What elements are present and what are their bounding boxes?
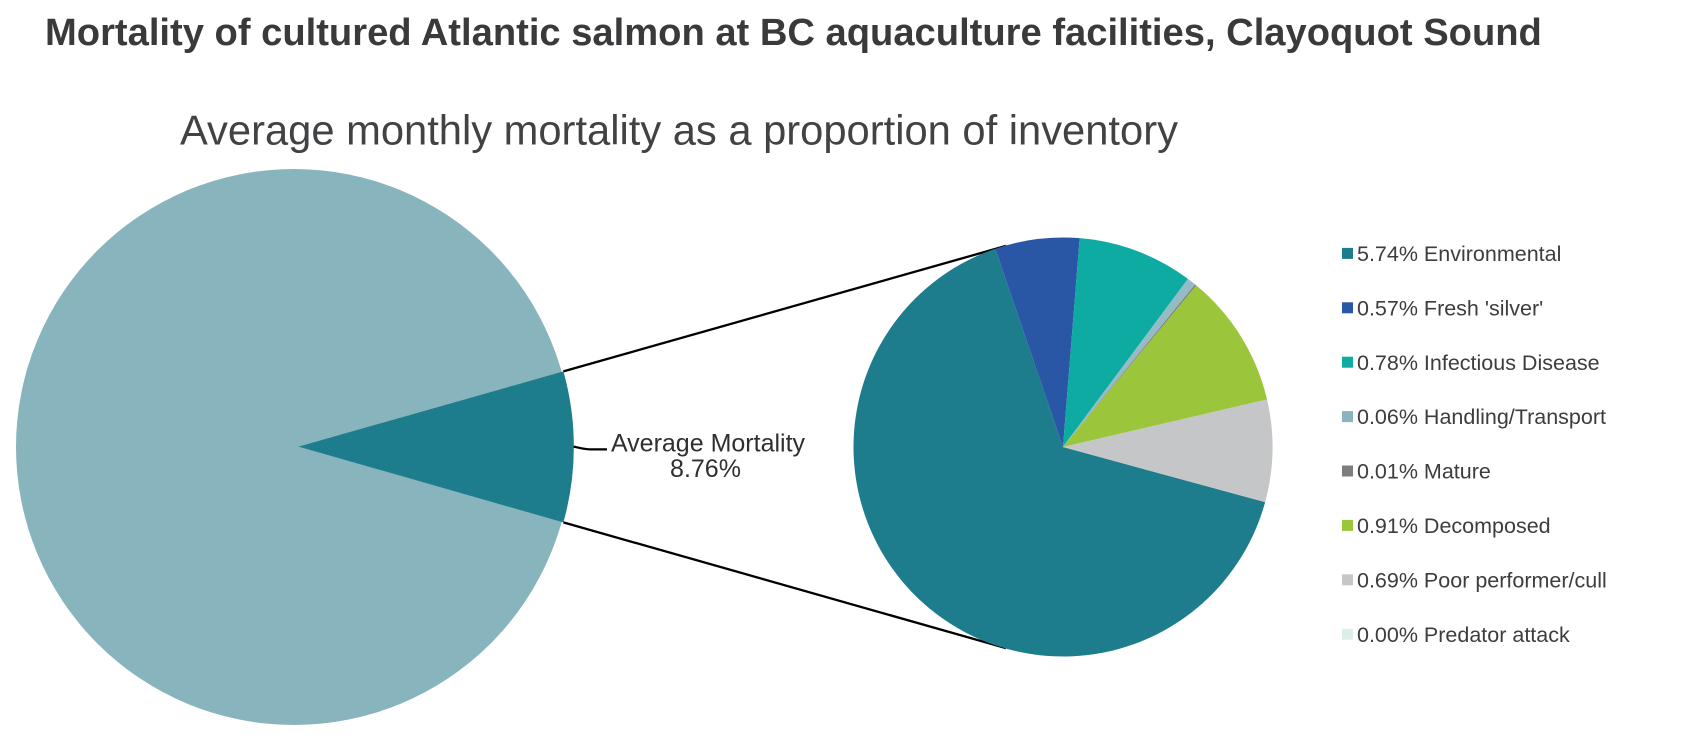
svg-text:5.74% Environmental: 5.74% Environmental <box>1357 242 1561 266</box>
svg-text:0.06% Handling/Transport: 0.06% Handling/Transport <box>1357 405 1606 429</box>
svg-text:Average monthly mortality as a: Average monthly mortality as a proportio… <box>180 107 1178 154</box>
svg-text:0.78% Infectious Disease: 0.78% Infectious Disease <box>1357 351 1600 375</box>
svg-text:0.69% Poor performer/cull: 0.69% Poor performer/cull <box>1357 568 1607 592</box>
svg-text:0.00% Predator attack: 0.00% Predator attack <box>1357 623 1570 647</box>
svg-text:0.57% Fresh 'silver': 0.57% Fresh 'silver' <box>1357 296 1543 320</box>
svg-text:Mortality of cultured Atlantic: Mortality of cultured Atlantic salmon at… <box>45 11 1542 54</box>
svg-text:Average Mortality: Average Mortality <box>611 430 806 458</box>
svg-text:0.01% Mature: 0.01% Mature <box>1357 460 1491 484</box>
svg-text:8.76%: 8.76% <box>670 455 741 483</box>
svg-text:0.91% Decomposed: 0.91% Decomposed <box>1357 514 1551 538</box>
